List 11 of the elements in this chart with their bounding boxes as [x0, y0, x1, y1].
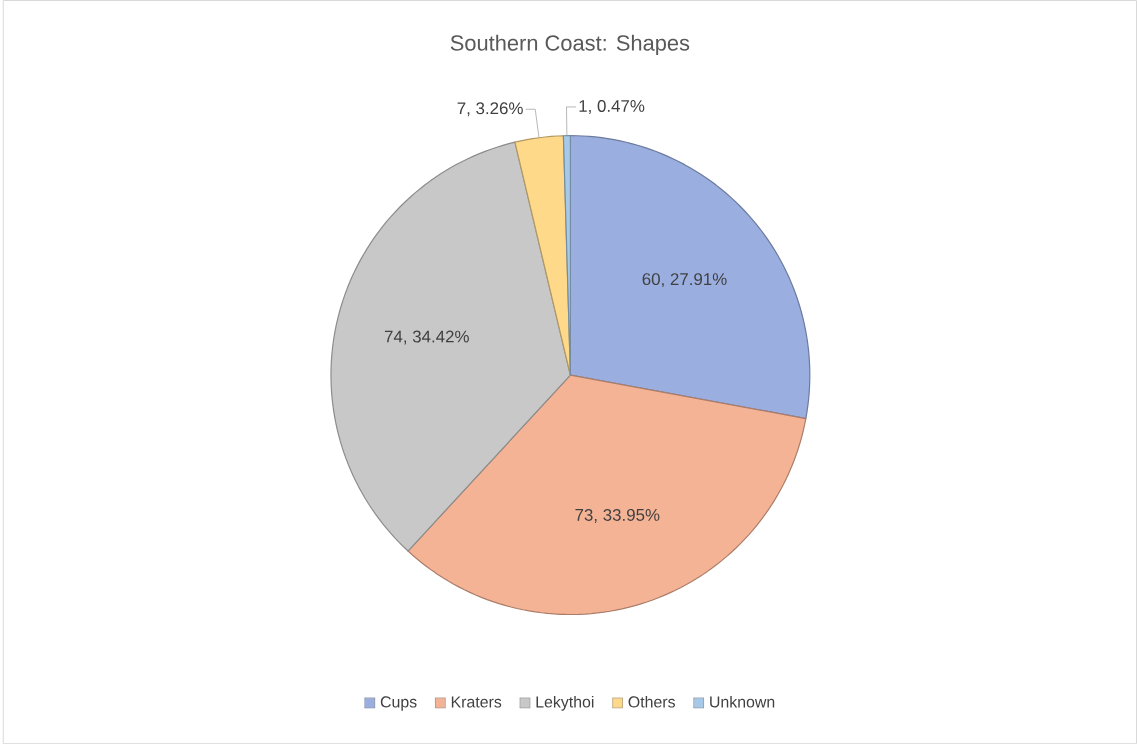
- data-label: 73, 33.95%: [575, 508, 660, 523]
- legend-label: Kraters: [451, 696, 502, 708]
- legend-label: Others: [628, 695, 675, 708]
- data-label: 7, 3.26%: [457, 102, 523, 117]
- legend-label: Lekythoi: [536, 695, 594, 711]
- data-label: 60, 27.91%: [642, 273, 727, 288]
- legend-label: Cups: [380, 696, 417, 711]
- chart-title: Southern Coast: Shapes: [450, 34, 690, 55]
- data-label: 1, 0.47%: [579, 99, 645, 114]
- data-label: 74, 34.42%: [384, 330, 469, 345]
- legend-label: Unknown: [710, 695, 775, 708]
